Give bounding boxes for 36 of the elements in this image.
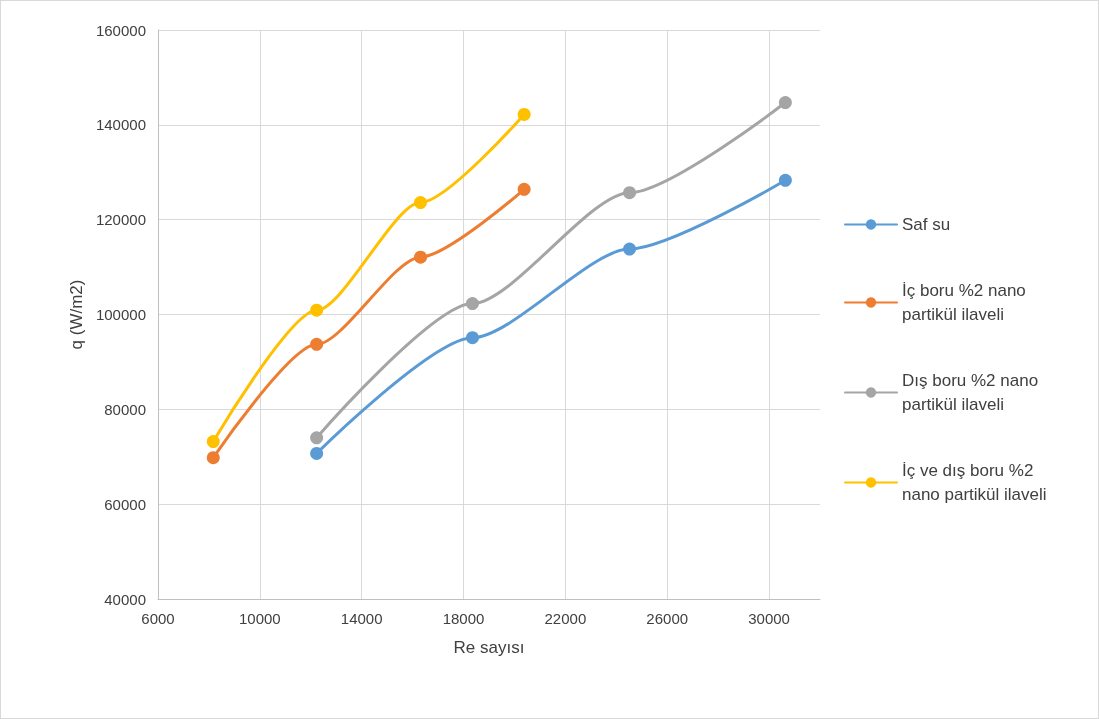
x-tick-label: 30000 — [748, 610, 790, 627]
x-tick-label: 22000 — [544, 610, 587, 627]
x-tick-label: 18000 — [442, 610, 485, 627]
point — [310, 337, 324, 351]
point — [465, 331, 479, 345]
point — [310, 431, 324, 445]
point — [517, 107, 531, 121]
legend-label: Saf su — [902, 215, 951, 234]
x-tick-label: 14000 — [340, 610, 383, 627]
point — [517, 182, 531, 196]
point — [778, 96, 792, 110]
x-tick-label: 10000 — [238, 610, 281, 627]
point — [623, 186, 637, 200]
y-tick-label: 160000 — [95, 21, 146, 39]
y-tick-label: 40000 — [104, 590, 146, 608]
point — [414, 196, 428, 210]
y-tick-label: 60000 — [104, 495, 146, 513]
point — [310, 303, 324, 317]
point — [465, 297, 479, 311]
point — [310, 446, 324, 460]
y-axis-title: q (W/m2) — [67, 279, 87, 350]
x-axis-title: Re sayısı — [453, 638, 525, 657]
legend-label: İç ve dış boru %2 nano partikül ilaveli — [902, 461, 1047, 504]
y-tick-label: 120000 — [95, 211, 146, 229]
point — [414, 250, 428, 264]
point — [778, 173, 792, 187]
y-tick-label: 140000 — [95, 116, 146, 134]
point — [623, 242, 637, 256]
x-tick-label: 6000 — [141, 610, 175, 627]
legend-label: İç boru %2 nano partikül ilaveli — [902, 281, 1031, 324]
y-tick-label: 100000 — [95, 306, 146, 323]
x-tick-label: 26000 — [646, 610, 689, 627]
legend-label: Dış boru %2 nano partikül ilaveli — [902, 371, 1043, 414]
point — [206, 451, 220, 465]
y-tick-label: 80000 — [104, 400, 146, 418]
point — [206, 435, 220, 449]
